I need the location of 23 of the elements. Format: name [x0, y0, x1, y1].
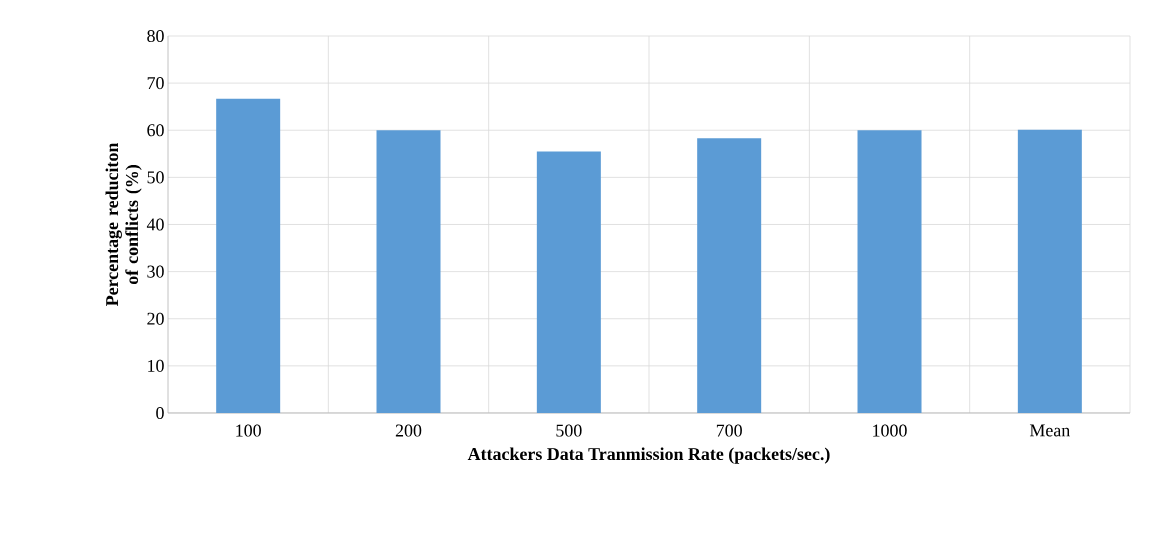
bar [216, 98, 281, 413]
bar [857, 130, 922, 413]
x-tick-label: 700 [716, 424, 742, 437]
y-tick-label: 40 [146, 218, 164, 231]
x-axis-title: Attackers Data Tranmission Rate (packets/sec.) [467, 447, 830, 464]
x-tick-label: 200 [395, 424, 422, 437]
y-tick-label: 20 [147, 312, 164, 325]
bar [536, 151, 601, 413]
y-tick-label: 60 [147, 124, 164, 137]
bar [1017, 129, 1082, 413]
bar [697, 138, 762, 413]
y-tick-label: 50 [147, 171, 164, 184]
y-axis-title: Percentage reduciton of conflicts (%) [105, 142, 142, 307]
x-tick-label: 1000 [873, 424, 907, 437]
y-tick-label: 80 [147, 29, 164, 43]
bar [376, 130, 441, 413]
y-tick-label: 0 [156, 406, 164, 420]
y-tick-label: 30 [147, 265, 164, 278]
x-tick-label: 100 [236, 424, 261, 437]
x-tick-label: 500 [556, 424, 582, 437]
y-tick-label: 10 [148, 359, 164, 372]
y-tick-label: 70 [147, 77, 164, 90]
x-tick-label: Mean [1029, 424, 1070, 437]
